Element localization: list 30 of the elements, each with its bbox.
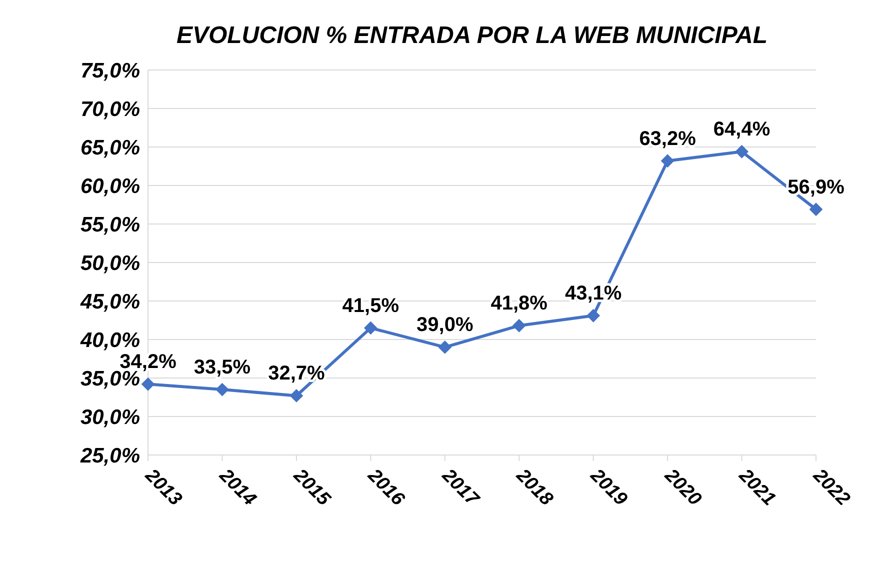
- point: [661, 154, 674, 168]
- y-tick-label: 35,0%: [80, 367, 140, 390]
- y-tick-label: 65,0%: [80, 136, 140, 160]
- point: [512, 319, 526, 332]
- point: [216, 383, 229, 396]
- data-label: 63,2%: [639, 128, 696, 150]
- point: [735, 145, 748, 158]
- data-label: 39,0%: [416, 314, 474, 336]
- y-tick-label: 50,0%: [80, 252, 140, 275]
- point: [364, 321, 378, 334]
- y-tick-label: 25,0%: [79, 444, 140, 468]
- data-label: 41,8%: [490, 292, 548, 315]
- y-tick-label: 45,0%: [79, 290, 140, 314]
- y-tick-label: 30,0%: [80, 406, 140, 429]
- point: [586, 309, 600, 322]
- data-label: 64,4%: [713, 118, 770, 141]
- chart-title: EVOLUCION % ENTRADA POR LA WEB MUNICIPAL: [175, 21, 769, 50]
- point: [142, 378, 154, 391]
- y-tick-label: 55,0%: [80, 213, 140, 236]
- point: [438, 340, 452, 354]
- data-label: 41,5%: [342, 294, 400, 317]
- data-label: 33,5%: [194, 356, 251, 379]
- point: [290, 389, 303, 402]
- data-label: 56,9%: [788, 176, 845, 198]
- y-tick-label: 75,0%: [80, 59, 140, 82]
- y-tick-label: 60,0%: [80, 174, 140, 198]
- y-tick-label: 70,0%: [80, 98, 140, 121]
- y-tick-label: 40,0%: [79, 328, 140, 352]
- x-tick-label: 2017: [437, 464, 484, 511]
- point: [810, 202, 822, 216]
